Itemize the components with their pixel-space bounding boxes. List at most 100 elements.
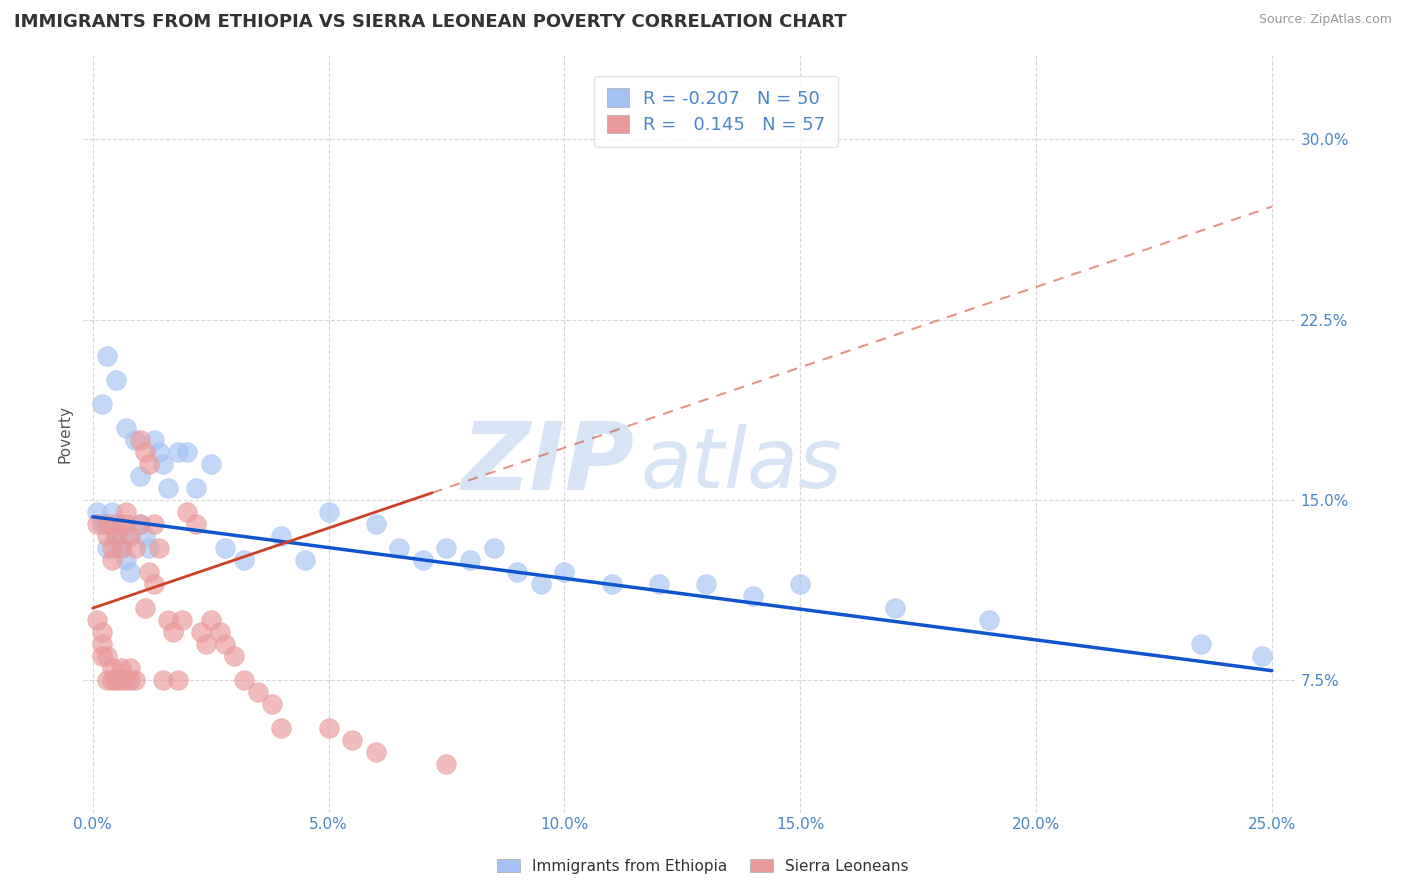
Text: IMMIGRANTS FROM ETHIOPIA VS SIERRA LEONEAN POVERTY CORRELATION CHART: IMMIGRANTS FROM ETHIOPIA VS SIERRA LEONE…	[14, 13, 846, 31]
Text: Source: ZipAtlas.com: Source: ZipAtlas.com	[1258, 13, 1392, 27]
Point	[232, 553, 254, 567]
Point	[436, 757, 458, 772]
Point	[96, 541, 118, 555]
Point	[176, 505, 198, 519]
Point	[91, 625, 114, 640]
Point	[100, 661, 122, 675]
Point	[120, 529, 142, 543]
Point	[194, 637, 217, 651]
Point	[105, 673, 128, 688]
Point	[120, 673, 142, 688]
Point	[96, 529, 118, 543]
Point	[120, 565, 142, 579]
Point	[186, 516, 208, 531]
Point	[388, 541, 411, 555]
Point	[91, 649, 114, 664]
Point	[114, 553, 136, 567]
Point	[100, 505, 122, 519]
Point	[105, 373, 128, 387]
Point	[157, 613, 180, 627]
Point	[120, 529, 142, 543]
Point	[152, 673, 174, 688]
Text: ZIP: ZIP	[463, 418, 636, 510]
Point	[86, 505, 108, 519]
Point	[120, 661, 142, 675]
Point	[124, 541, 146, 555]
Point	[200, 457, 222, 471]
Point	[214, 541, 236, 555]
Point	[176, 445, 198, 459]
Point	[124, 673, 146, 688]
Y-axis label: Poverty: Poverty	[58, 405, 72, 463]
Point	[883, 601, 905, 615]
Point	[318, 505, 340, 519]
Point	[114, 673, 136, 688]
Point	[110, 673, 132, 688]
Legend: Immigrants from Ethiopia, Sierra Leoneans: Immigrants from Ethiopia, Sierra Leonean…	[491, 853, 915, 880]
Point	[695, 577, 717, 591]
Legend: R = -0.207   N = 50, R =   0.145   N = 57: R = -0.207 N = 50, R = 0.145 N = 57	[595, 76, 838, 146]
Point	[86, 613, 108, 627]
Point	[162, 625, 184, 640]
Point	[100, 673, 122, 688]
Point	[506, 565, 529, 579]
Point	[105, 529, 128, 543]
Point	[172, 613, 194, 627]
Point	[138, 457, 160, 471]
Point	[110, 541, 132, 555]
Point	[134, 601, 156, 615]
Point	[96, 516, 118, 531]
Point	[340, 733, 363, 747]
Point	[96, 649, 118, 664]
Point	[458, 553, 481, 567]
Point	[246, 685, 269, 699]
Point	[270, 722, 292, 736]
Point	[742, 589, 765, 603]
Point	[224, 649, 246, 664]
Point	[318, 722, 340, 736]
Point	[166, 673, 188, 688]
Point	[364, 516, 387, 531]
Point	[157, 481, 180, 495]
Point	[143, 516, 166, 531]
Point	[91, 516, 114, 531]
Point	[977, 613, 1000, 627]
Point	[553, 565, 575, 579]
Point	[186, 481, 208, 495]
Point	[100, 541, 122, 555]
Point	[100, 553, 122, 567]
Point	[200, 613, 222, 627]
Point	[270, 529, 292, 543]
Point	[232, 673, 254, 688]
Point	[436, 541, 458, 555]
Point	[128, 433, 150, 447]
Point	[128, 469, 150, 483]
Point	[260, 698, 283, 712]
Point	[1189, 637, 1212, 651]
Point	[124, 433, 146, 447]
Point	[148, 445, 170, 459]
Point	[114, 505, 136, 519]
Point	[105, 529, 128, 543]
Point	[110, 661, 132, 675]
Point	[128, 516, 150, 531]
Point	[138, 541, 160, 555]
Point	[114, 421, 136, 435]
Point	[134, 445, 156, 459]
Point	[152, 457, 174, 471]
Point	[91, 637, 114, 651]
Point	[143, 577, 166, 591]
Point	[143, 433, 166, 447]
Point	[148, 541, 170, 555]
Point	[294, 553, 316, 567]
Point	[128, 516, 150, 531]
Point	[166, 445, 188, 459]
Point	[96, 673, 118, 688]
Point	[209, 625, 232, 640]
Point	[482, 541, 505, 555]
Point	[412, 553, 434, 567]
Point	[190, 625, 212, 640]
Point	[110, 516, 132, 531]
Point	[86, 516, 108, 531]
Text: atlas: atlas	[641, 424, 842, 505]
